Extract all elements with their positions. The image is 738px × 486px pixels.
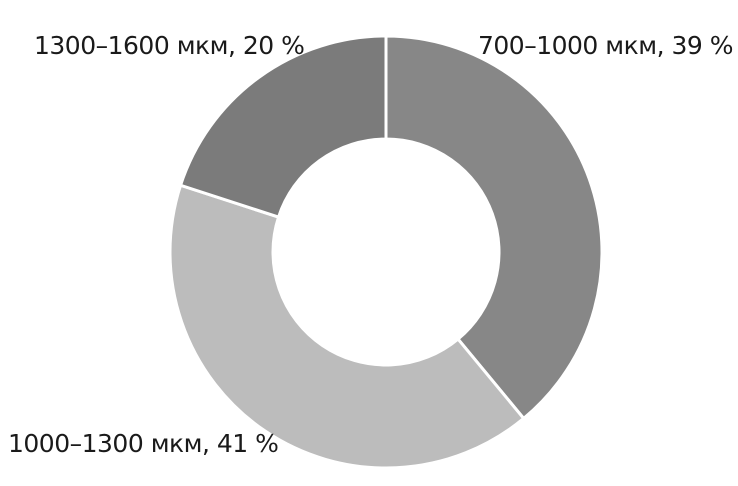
slices-group	[168, 34, 604, 470]
label-700-1000: 700–1000 мкм, 39 %	[478, 31, 733, 60]
label-1300-1600: 1300–1600 мкм, 20 %	[34, 31, 304, 60]
slice-1000-1300	[168, 183, 526, 470]
label-1000-1300: 1000–1300 мкм, 41 %	[8, 429, 278, 458]
slice-700-1000	[384, 34, 604, 421]
slice-1300-1600	[178, 34, 388, 219]
